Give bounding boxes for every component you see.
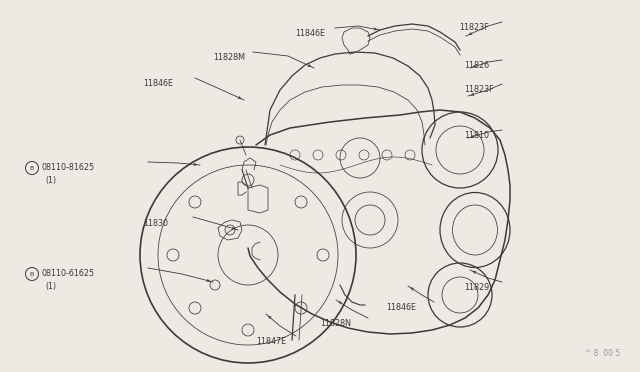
Text: 11847E: 11847E bbox=[256, 337, 286, 346]
Text: B: B bbox=[30, 166, 34, 170]
Text: 11846E: 11846E bbox=[295, 29, 325, 38]
Text: (1): (1) bbox=[45, 282, 56, 291]
Text: 11828N: 11828N bbox=[320, 320, 351, 328]
Text: 11830: 11830 bbox=[143, 218, 168, 228]
Text: 11829: 11829 bbox=[464, 283, 489, 292]
Text: 11826: 11826 bbox=[464, 61, 489, 71]
Text: 11828M: 11828M bbox=[213, 54, 245, 62]
Text: 11823F: 11823F bbox=[464, 86, 493, 94]
Text: 08110-81625: 08110-81625 bbox=[42, 164, 95, 173]
Text: 08110-61625: 08110-61625 bbox=[42, 269, 95, 279]
Text: 11846E: 11846E bbox=[386, 304, 416, 312]
Text: 11823F: 11823F bbox=[459, 23, 488, 32]
Text: ^ 8  00 5: ^ 8 00 5 bbox=[585, 349, 620, 358]
Text: B: B bbox=[30, 272, 34, 276]
Text: (1): (1) bbox=[45, 176, 56, 185]
Text: 11846E: 11846E bbox=[143, 80, 173, 89]
Text: 11810: 11810 bbox=[464, 131, 489, 141]
